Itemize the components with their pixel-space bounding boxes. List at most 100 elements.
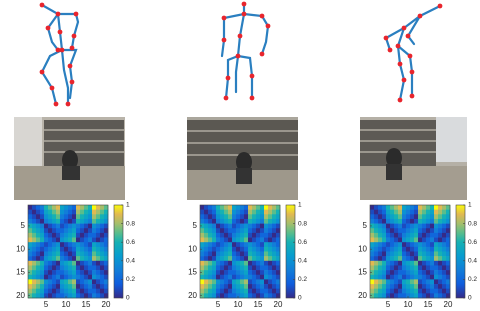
heatmap-cell [422,265,427,271]
heatmap-cell [72,205,77,210]
heatmap-cell [56,242,61,248]
heatmap-cell [52,246,57,252]
heatmap-cell [378,293,383,299]
heatmap-cell [244,246,249,252]
heatmap-cell [414,293,419,299]
heatmap-cell [72,209,77,215]
heatmap-cell [434,260,439,266]
heatmap-cell [204,214,209,220]
heatmap-cell [228,288,233,294]
heatmap-cell [402,242,407,248]
heatmap-cell [64,288,69,294]
heatmap-cell [72,270,77,276]
heatmap-cell [272,270,277,276]
heatmap-cell [374,251,379,257]
heatmap-cell [370,251,375,257]
heatmap-cell [252,265,257,271]
heatmap-cell [48,246,53,252]
heatmap-cell [100,218,105,224]
heatmap-cell [92,260,97,266]
heatmap-cell [228,223,233,229]
heatmap-cell [28,293,33,299]
heatmap-cell [56,223,61,229]
heatmap-cell [40,274,45,280]
heatmap-cell [28,209,33,215]
heatmap-cell [236,242,241,248]
heatmap-cell [264,288,269,294]
heatmap-cell [438,246,443,252]
heatmap-cell [236,260,241,266]
heatmap-cell [68,218,73,224]
heatmap-cell [414,270,419,276]
heatmap-cell [422,270,427,276]
heatmap-cell [410,223,415,229]
heatmap-cell [446,218,451,224]
heatmap-cell [446,237,451,243]
heatmap-cell [406,242,411,248]
heatmap-cell [48,218,53,224]
heatmap-cell [370,270,375,276]
heatmap-cell [394,223,399,229]
heatmap-cell [276,218,281,224]
heatmap-cell [256,232,261,238]
heatmap-cell [438,279,443,285]
heatmap-cell [236,246,241,252]
heatmap-cell [76,228,81,234]
heatmap-cell [272,218,277,224]
heatmap-cell [386,232,391,238]
heatmap-cell [434,284,439,289]
heatmap-cell [240,251,245,257]
heatmap-cell [32,293,37,299]
heatmap-cell [216,293,221,299]
heatmap-cell [414,205,419,210]
heatmap-cell [382,205,387,210]
heatmap-cell [96,279,101,285]
heatmap-cell [422,242,427,248]
heatmap-cell [386,284,391,289]
heatmap-cell [430,209,435,215]
heatmap-cell [390,209,395,215]
heatmap-cell [236,279,241,285]
heatmap-cell [418,279,423,285]
heatmap-cell [96,214,101,220]
heatmap-cell [434,218,439,224]
heatmap-cell [72,228,77,234]
heatmap-cell [80,256,85,262]
heatmap-cell [438,251,443,257]
heatmap-cell [382,218,387,224]
heatmap-cell [378,232,383,238]
heatmap-cell [260,228,265,234]
heatmap-cell [382,265,387,271]
heatmap-cell [48,251,53,257]
heatmap-cell [224,237,229,243]
heatmap-cell [240,218,245,224]
heatmap-cell [224,260,229,266]
heatmap-cell [248,232,253,238]
heatmap-cell [260,256,265,262]
heatmap-cell [370,223,375,229]
heatmap-cell [256,256,261,262]
heatmap-cell [382,242,387,248]
heatmap-cell [434,237,439,243]
heatmap-cell [446,242,451,248]
heatmap-cell [240,293,245,299]
heatmap-cell [276,288,281,294]
heatmap-cell [256,274,261,280]
heatmap-cell [200,242,205,248]
heatmap-cell [104,251,109,257]
heatmap-cell [52,214,57,220]
heatmap-cell [60,214,65,220]
heatmap-cell [446,279,451,285]
heatmap-cell [418,260,423,266]
heatmap-cell [398,256,403,262]
heatmap-cell [80,274,85,280]
heatmap-cell [36,260,41,266]
heatmap-cell [386,256,391,262]
heatmap-cell [382,251,387,257]
heatmap-cell [390,251,395,257]
heatmap-cell [370,274,375,280]
heatmap-cell [248,228,253,234]
heatmap-cell [240,228,245,234]
heatmap-cell [248,260,253,266]
